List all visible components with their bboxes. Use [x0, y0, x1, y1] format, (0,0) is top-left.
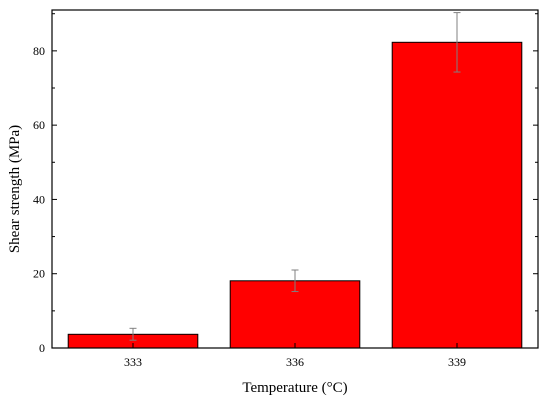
y-axis-ticks: 0 20 40 60 80: [33, 13, 538, 355]
y-tick-label-0: 0: [39, 341, 45, 355]
y-tick-label-80: 80: [33, 44, 45, 58]
plot-area: [51, 9, 539, 349]
x-axis-title: Temperature (°C): [242, 380, 347, 396]
y-tick-label-20: 20: [33, 267, 45, 281]
y-tick-label-40: 40: [33, 192, 45, 206]
x-tick-label-336: 336: [286, 355, 304, 369]
bar-339: [391, 41, 523, 349]
x-tick-label-333: 333: [124, 355, 142, 369]
x-tick-label-339: 339: [448, 355, 466, 369]
y-axis-title: Shear strength (MPa): [7, 125, 23, 253]
x-axis-ticks: 333 336 339: [124, 343, 466, 369]
y-tick-label-60: 60: [33, 118, 45, 132]
